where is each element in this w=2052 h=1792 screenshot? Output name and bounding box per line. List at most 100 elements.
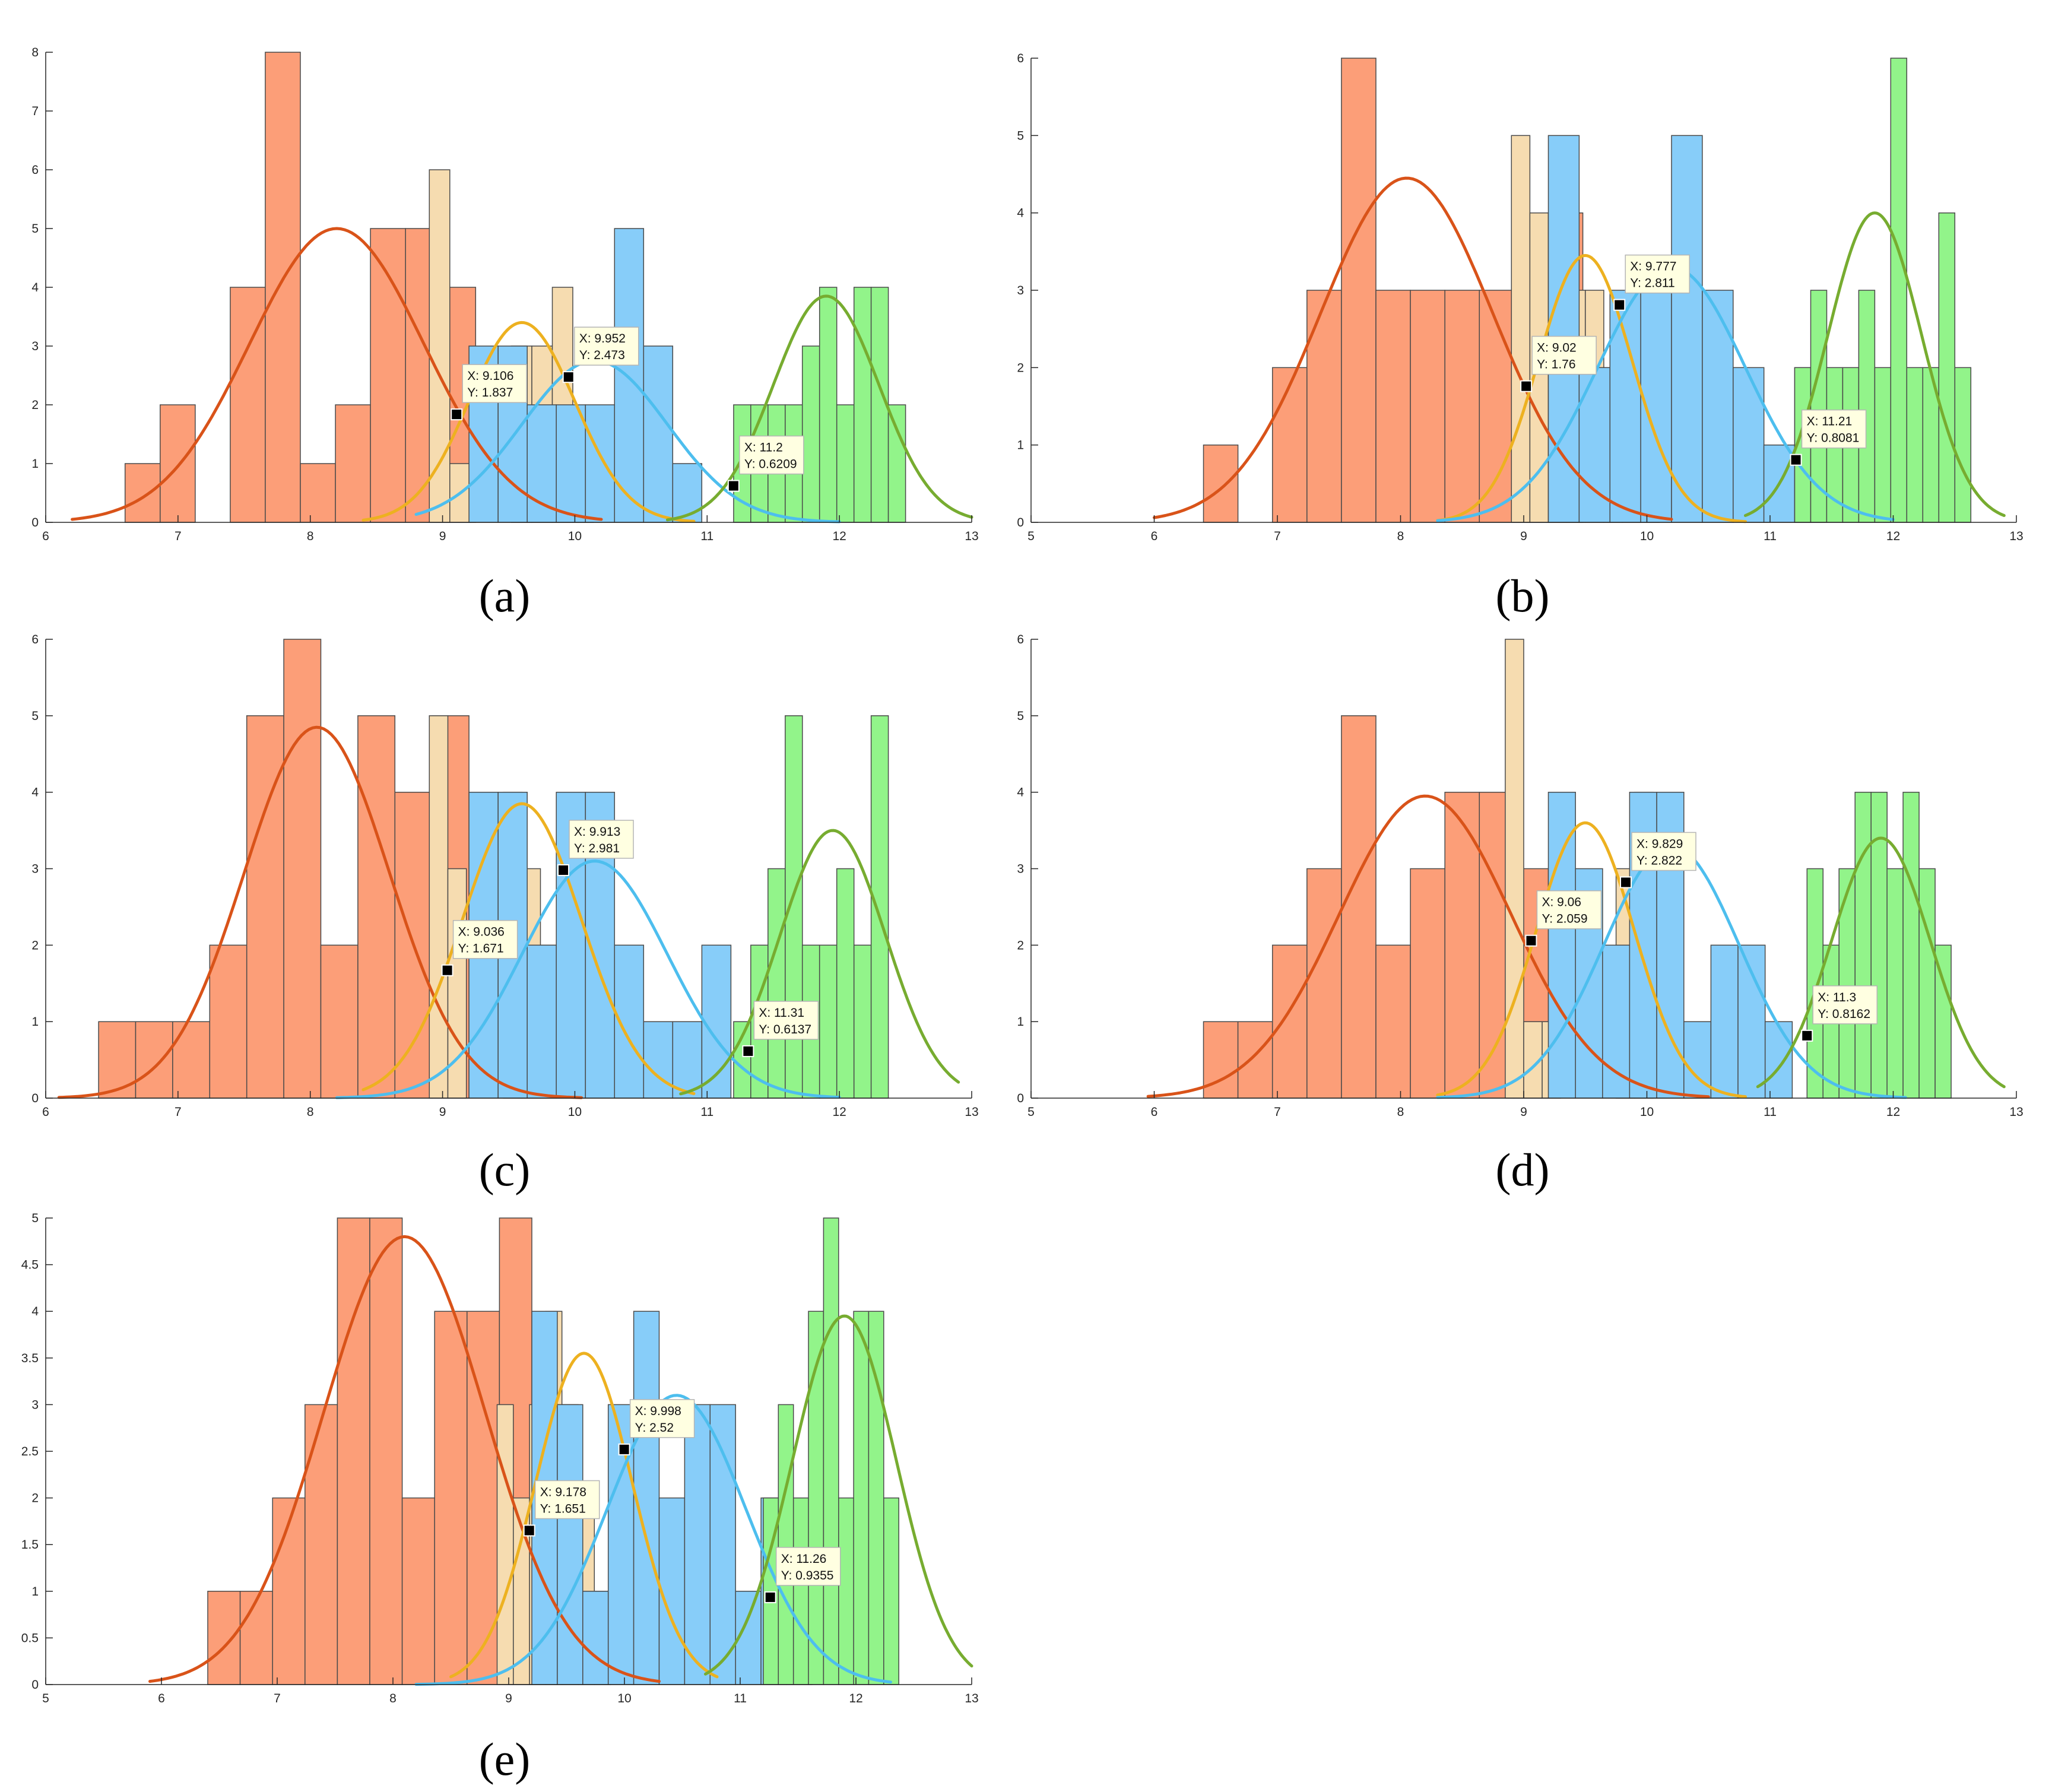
x-tick-label: 10 xyxy=(1640,1105,1654,1119)
datatip-y-label: Y: 1.837 xyxy=(467,386,513,399)
y-tick-label: 0 xyxy=(1017,1092,1024,1105)
histogram-bar-orange xyxy=(207,1591,241,1685)
datatip-x-label: X: 11.21 xyxy=(1807,415,1853,429)
histogram-bar-green xyxy=(1806,868,1824,1099)
histogram-bar-tan xyxy=(1511,135,1531,523)
x-tick-label: 8 xyxy=(307,1105,314,1119)
histogram-bar-orange xyxy=(1410,290,1445,523)
x-tick-label: 7 xyxy=(1274,529,1281,543)
x-tick-label: 13 xyxy=(965,529,978,543)
y-tick-label: 2 xyxy=(1017,361,1024,375)
histogram-bar-blue xyxy=(1710,944,1739,1099)
datatip-box xyxy=(1801,409,1867,449)
histogram-bar-tan xyxy=(1505,639,1524,1099)
datatip-marker xyxy=(1790,453,1802,466)
histogram-bar-green xyxy=(1886,868,1904,1099)
y-tick-label: 4.5 xyxy=(21,1258,39,1272)
datatip-box xyxy=(629,1399,695,1438)
fit-curve-green xyxy=(679,829,960,1096)
histogram-bar-orange xyxy=(401,1497,435,1685)
histogram-bar-blue xyxy=(556,404,586,523)
datatip-x-label: X: 9.106 xyxy=(467,369,513,383)
datatip-y-label: Y: 2.52 xyxy=(635,1421,674,1435)
datatip-marker xyxy=(618,1443,630,1455)
histogram-bar-orange xyxy=(283,639,322,1099)
fit-curve-blue xyxy=(335,859,841,1099)
histogram-bar-orange xyxy=(239,1591,273,1685)
x-tick-label: 12 xyxy=(849,1692,862,1705)
histogram-bar-green xyxy=(836,868,855,1099)
datatip-x-label: X: 9.178 xyxy=(540,1485,586,1499)
histogram-bar-blue xyxy=(1737,944,1766,1099)
datatip-marker xyxy=(727,480,740,492)
x-tick-label: 13 xyxy=(2009,1105,2023,1119)
fit-curve-green xyxy=(1756,836,2006,1089)
histogram-bar-green xyxy=(1954,367,1972,523)
y-tick-label: 1 xyxy=(1017,1015,1024,1029)
panel-e: 5 6 7 8 9 10 11 12 13 0 0.5 1 1.5 2 2.5 3 3.5 4 4.5 5 X: 9.1… xyxy=(21,1211,979,1785)
x-tick-label: 5 xyxy=(42,1692,49,1705)
datatip-y-label: Y: 2.981 xyxy=(574,842,620,855)
datatip-x-label: X: 9.829 xyxy=(1636,837,1683,851)
fit-curve-green xyxy=(704,1314,973,1676)
y-tick-label: 0.5 xyxy=(21,1631,39,1645)
histogram-bar-green xyxy=(1902,791,1920,1099)
datatip-box xyxy=(753,1001,819,1040)
fit-curve-yellow xyxy=(361,802,696,1095)
x-tick-label: 12 xyxy=(832,1105,846,1119)
histogram-bar-green xyxy=(1934,944,1952,1099)
x-tick-label: 13 xyxy=(965,1692,978,1705)
y-tick-label: 7 xyxy=(31,104,39,118)
histogram-bar-orange xyxy=(305,1404,338,1685)
histogram-bar-green xyxy=(792,1497,809,1685)
y-tick-label: 6 xyxy=(1017,52,1024,65)
histogram-bar-blue xyxy=(633,1311,660,1685)
x-tick-label: 7 xyxy=(175,529,182,543)
datatip-marker xyxy=(1525,934,1537,947)
datatip-marker xyxy=(523,1524,535,1537)
x-tick-label: 7 xyxy=(274,1692,281,1705)
y-tick-label: 4 xyxy=(31,281,39,294)
histogram-bar-orange xyxy=(335,404,371,523)
datatip-x-label: X: 11.26 xyxy=(781,1552,827,1566)
x-tick-label: 7 xyxy=(175,1105,182,1119)
histogram-bar-orange xyxy=(98,1021,137,1099)
histogram-bar-blue xyxy=(1733,367,1765,523)
histogram-bar-orange xyxy=(1444,290,1480,523)
histogram-bar-green xyxy=(823,1217,839,1685)
datatip-x-label: X: 9.06 xyxy=(1542,896,1581,909)
datatip-marker xyxy=(451,408,463,421)
histogram-bar-blue xyxy=(1671,135,1703,523)
histogram-bar-blue xyxy=(1547,135,1580,523)
y-tick-label: 6 xyxy=(31,633,39,646)
datatip-y-label: Y: 2.059 xyxy=(1542,912,1587,926)
histogram-bar-green xyxy=(1854,791,1872,1099)
histogram-bar-orange xyxy=(1271,944,1308,1099)
histogram-bar-blue xyxy=(1764,1021,1793,1099)
histogram-bar-blue xyxy=(643,345,674,523)
datatip-box xyxy=(573,326,639,366)
fit-curve-green xyxy=(1744,211,2006,517)
histogram-bar-orange xyxy=(1237,1021,1273,1099)
panel-label: (e) xyxy=(479,1733,531,1785)
histogram-bar-green xyxy=(785,715,803,1099)
y-tick-label: 4 xyxy=(1017,786,1024,800)
fit-curve-yellow xyxy=(449,1352,719,1679)
fit-curve-yellow xyxy=(361,321,696,523)
datatip-marker xyxy=(441,964,453,976)
panel-label: (c) xyxy=(479,1144,531,1195)
histogram-bar-green xyxy=(836,404,855,523)
fit-curve-orange xyxy=(148,1235,661,1683)
histogram-bar-green xyxy=(808,1311,824,1685)
fit-curve-orange xyxy=(57,725,583,1099)
x-tick-label: 6 xyxy=(158,1692,165,1705)
histogram-bar-tan xyxy=(429,715,449,1099)
x-tick-label: 12 xyxy=(1886,529,1900,543)
y-tick-label: 4 xyxy=(31,1305,39,1318)
datatip-y-label: Y: 2.811 xyxy=(1630,277,1675,290)
datatip-marker xyxy=(562,371,575,383)
histogram-bar-orange xyxy=(1203,444,1239,523)
datatip-marker xyxy=(1520,380,1533,392)
y-tick-label: 3 xyxy=(31,340,39,353)
